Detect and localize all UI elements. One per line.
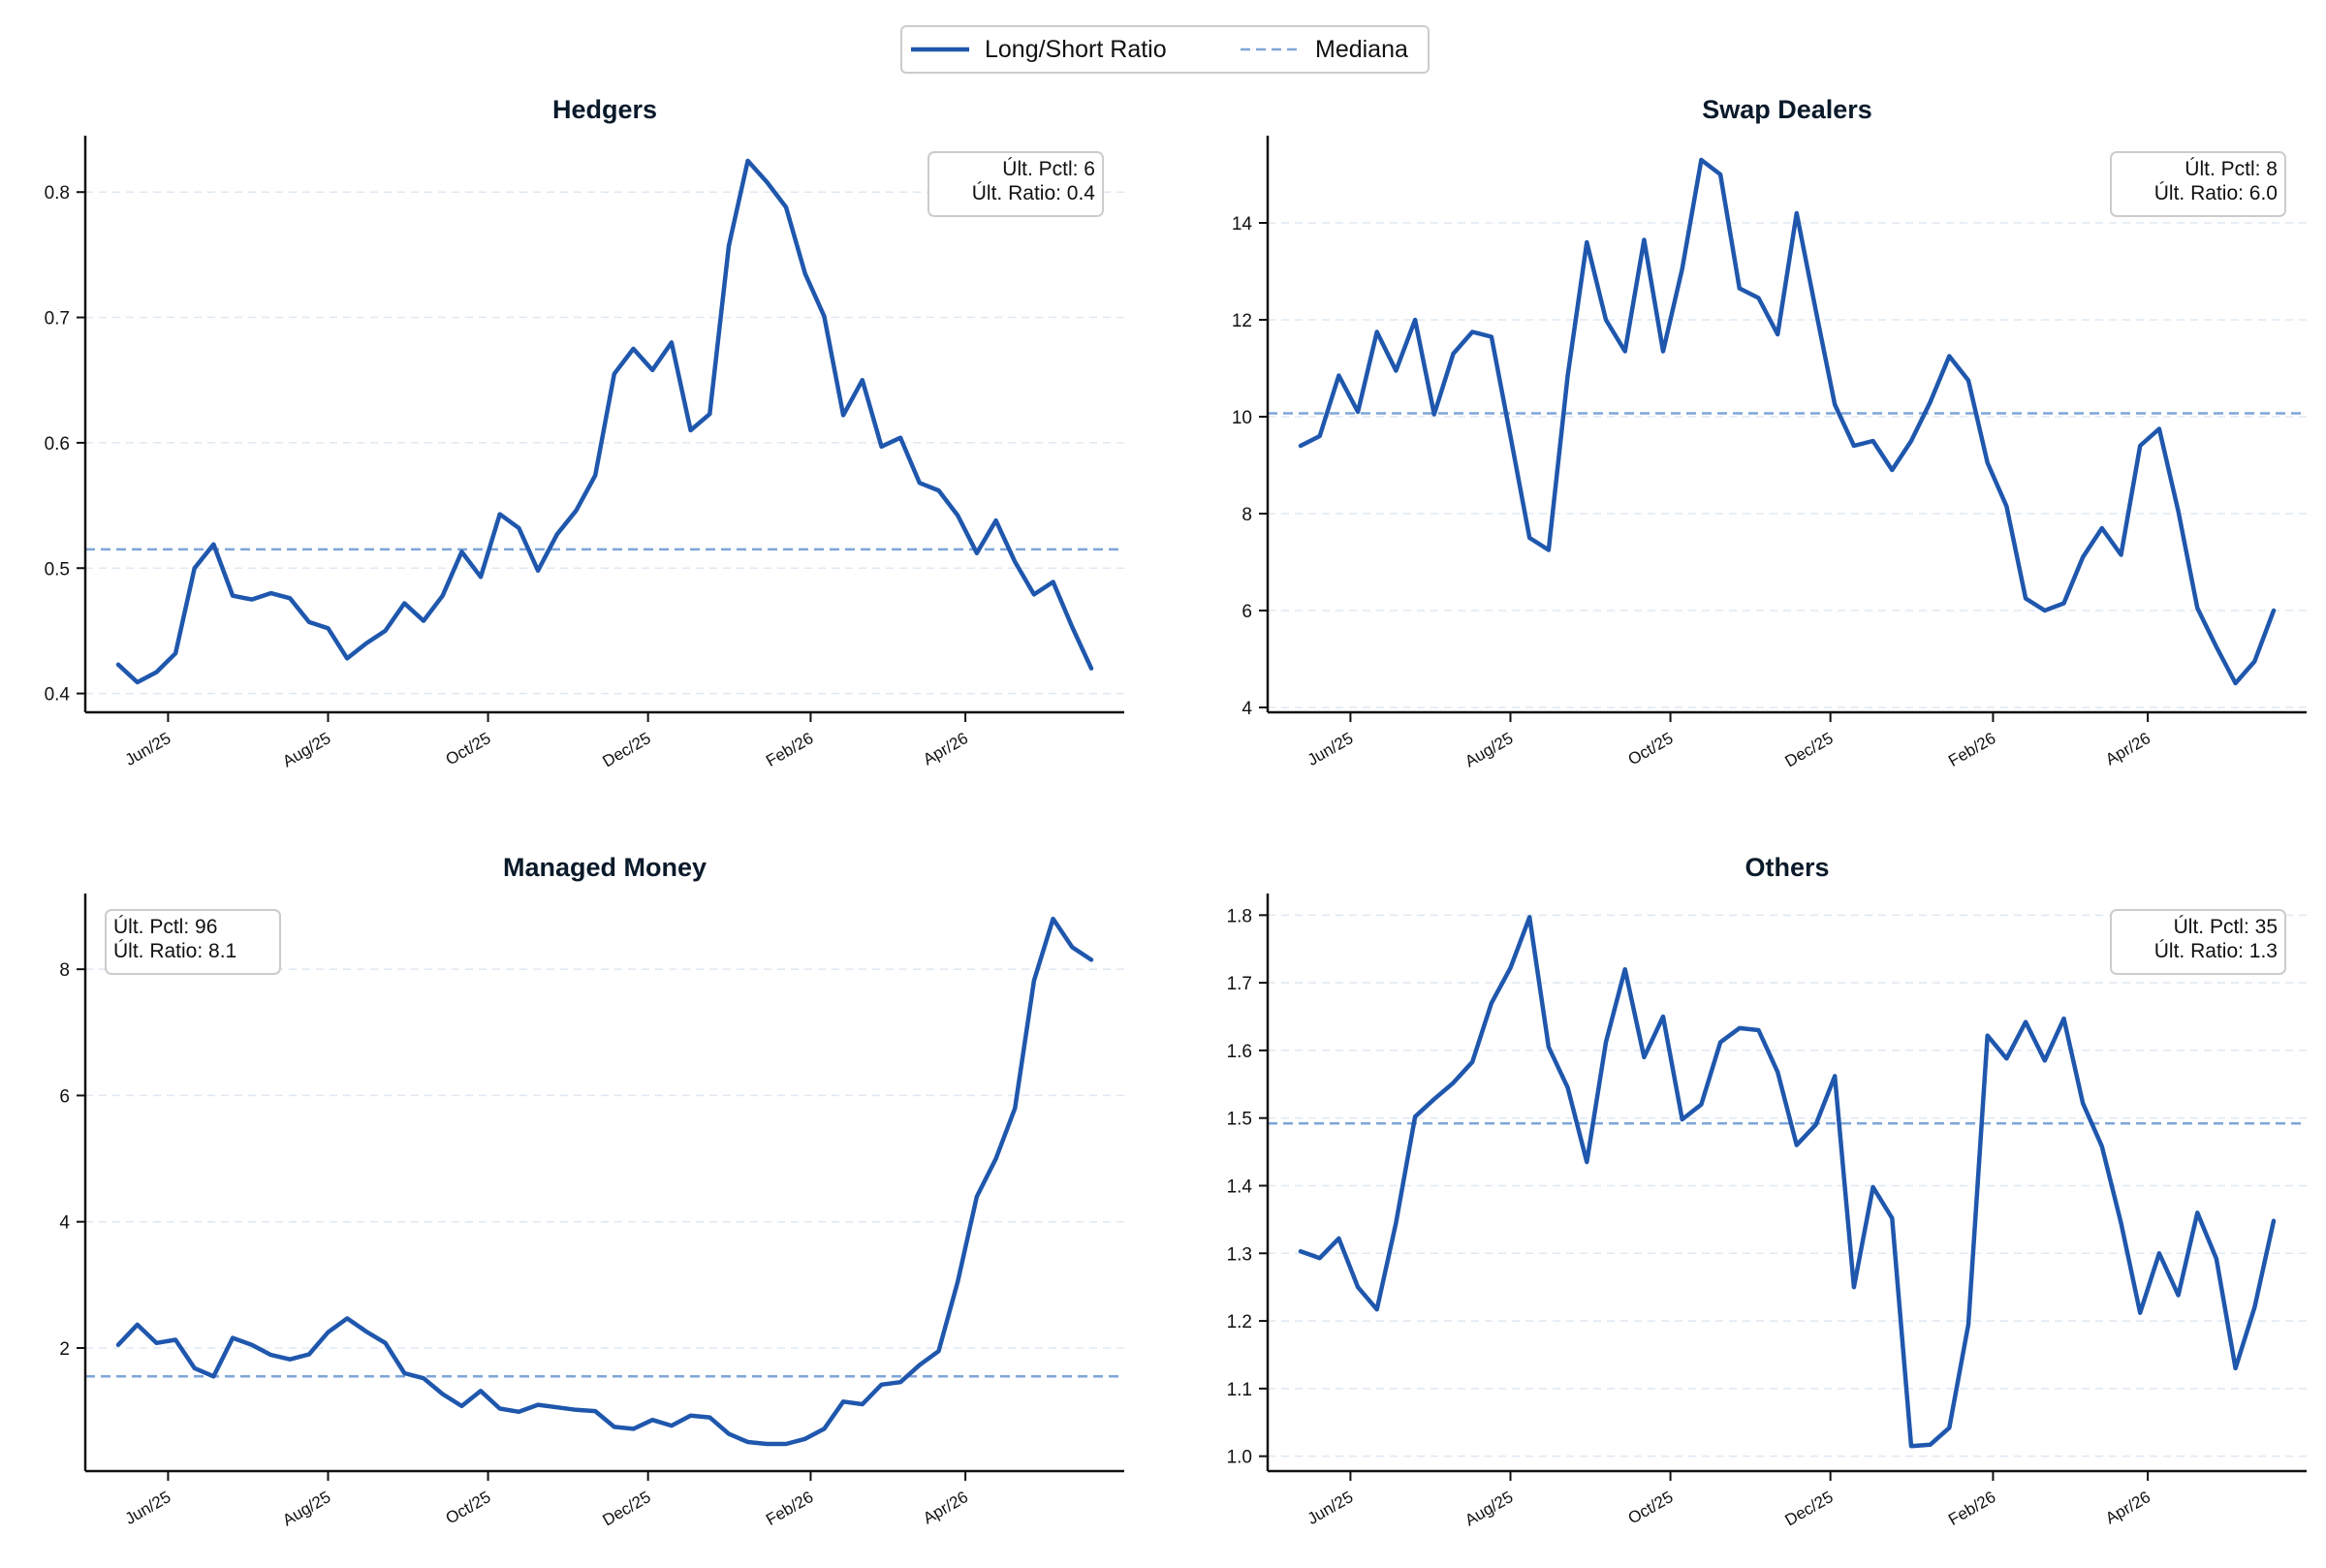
ratio-line [1298,915,2277,1449]
y-tick-label: 1.5 [1227,1110,1252,1130]
y-tick-label: 4 [59,1213,70,1234]
annotation-pctl: Últ. Pctl: 6 [1002,158,1095,180]
annotation-box: Últ. Pctl: 8 Últ. Ratio: 6.0 [2110,151,2286,217]
y-tick-label: 0.6 [45,434,70,455]
ratio-line [115,916,1094,1447]
y-tick-label: 1.7 [1227,974,1252,994]
ratio-line [115,158,1094,685]
y-tick-label: 0.7 [45,309,70,329]
panel-title: Swap Dealers [1702,95,1872,124]
y-tick-label: 6 [59,1086,70,1107]
annotation-frame [2110,151,2286,217]
x-tick-label: Feb/26 [1945,1488,1998,1529]
annotation-ratio: Últ. Ratio: 6.0 [2154,182,2278,204]
annotation-frame [927,151,1104,217]
x-tick-label: Aug/25 [1462,729,1516,770]
y-tick-label: 2 [59,1339,70,1360]
panel-others: Others 1.0 1.1 1.2 1.3 1.4 1.5 1.6 1.7 1.8 Jun/2… [1227,853,2307,1529]
x-ticks: Jun/25 Aug/25 Oct/25 Dec/25 Feb/26 Apr/26 [1304,712,2153,770]
annotation-box: Últ. Pctl: 35 Últ. Ratio: 1.3 [2110,909,2286,975]
y-tick-label: 0.5 [45,559,70,580]
grid [1268,222,2307,708]
ratio-line [1298,157,2277,686]
annotation-box: Últ. Pctl: 96 Últ. Ratio: 8.1 [105,909,281,975]
annotation-box: Últ. Pctl: 6 Últ. Ratio: 0.4 [927,151,1104,217]
x-ticks: Jun/25 Aug/25 Oct/25 Dec/25 Feb/26 Apr/26 [122,1471,971,1529]
x-tick-label: Aug/25 [1462,1488,1516,1529]
annotation-ratio: Últ. Ratio: 0.4 [972,182,1096,204]
x-tick-label: Jun/25 [122,1488,174,1528]
y-tick-label: 1.4 [1227,1176,1253,1197]
annotation-frame [105,909,281,975]
legend-label-median: Mediana [1315,36,1408,63]
x-ticks: Jun/25 Aug/25 Oct/25 Dec/25 Feb/26 Apr/26 [122,712,971,770]
x-tick-label: Apr/26 [2102,1488,2153,1528]
annotation-pctl: Últ. Pctl: 8 [2185,158,2278,180]
y-tick-label: 0.4 [45,685,71,706]
legend: Long/Short Ratio Mediana [900,25,1430,74]
x-tick-label: Feb/26 [763,729,816,770]
grid [1268,914,2307,1458]
x-tick-label: Oct/25 [443,729,494,769]
panel-hedgers: Hedgers 0.4 0.5 0.6 0.7 0.8 Jun/25 Aug/25 Oct/… [45,95,1124,770]
annotation-frame [2110,909,2286,975]
x-tick-label: Oct/25 [443,1488,494,1528]
y-tick-label: 1.6 [1227,1042,1252,1062]
annotation-pctl: Últ. Pctl: 35 [2174,916,2278,938]
y-tick-label: 8 [1242,505,1252,525]
y-tick-label: 1.3 [1227,1244,1252,1265]
panel-swap-dealers: Swap Dealers 4 6 8 10 12 14 Jun/25 Aug/25 Oct/2… [1232,95,2307,770]
annotation-pctl: Últ. Pctl: 96 [113,916,217,938]
y-ticks: 1.0 1.1 1.2 1.3 1.4 1.5 1.6 1.7 1.8 [1227,906,1268,1468]
x-tick-label: Dec/25 [599,1488,653,1529]
x-tick-label: Jun/25 [1304,729,1357,769]
y-tick-label: 0.8 [45,183,70,204]
y-tick-label: 8 [59,960,70,981]
panel-title: Hedgers [552,95,657,124]
x-tick-label: Dec/25 [1781,1488,1836,1529]
panel-title: Others [1744,853,1829,882]
annotation-ratio: Últ. Ratio: 8.1 [113,940,236,962]
legend-frame [900,25,1430,74]
x-tick-label: Feb/26 [1945,729,1998,770]
y-tick-label: 14 [1232,214,1253,235]
x-tick-label: Apr/26 [2102,729,2153,769]
y-tick-label: 12 [1232,311,1252,331]
x-ticks: Jun/25 Aug/25 Oct/25 Dec/25 Feb/26 Apr/26 [1304,1471,2153,1529]
y-tick-label: 1.2 [1227,1312,1252,1333]
y-ticks: 4 6 8 10 12 14 [1232,214,1268,719]
x-tick-label: Aug/25 [279,729,333,770]
y-tick-label: 1.1 [1227,1380,1252,1400]
x-tick-label: Feb/26 [763,1488,816,1529]
y-ticks: 0.4 0.5 0.6 0.7 0.8 [45,183,85,706]
x-tick-label: Dec/25 [1781,729,1836,770]
x-tick-label: Oct/25 [1625,1488,1677,1528]
panel-managed-money: Managed Money 2 4 6 8 Jun/25 Aug/25 Oct/25 Dec… [59,853,1124,1529]
y-tick-label: 1.8 [1227,906,1252,926]
x-tick-label: Apr/26 [920,729,971,769]
x-tick-label: Aug/25 [279,1488,333,1529]
x-tick-label: Jun/25 [122,729,174,769]
x-tick-label: Dec/25 [599,729,653,770]
grid [85,191,1124,695]
y-tick-label: 1.0 [1227,1448,1252,1468]
x-tick-label: Oct/25 [1625,729,1677,769]
y-tick-label: 10 [1232,408,1252,428]
annotation-ratio: Últ. Ratio: 1.3 [2154,940,2278,962]
y-tick-label: 6 [1242,602,1252,622]
grid [85,968,1124,1349]
y-tick-label: 4 [1242,699,1252,719]
x-tick-label: Apr/26 [920,1488,971,1528]
panel-title: Managed Money [503,853,707,882]
legend-label-ratio: Long/Short Ratio [985,36,1167,63]
x-tick-label: Jun/25 [1304,1488,1357,1528]
y-ticks: 2 4 6 8 [59,960,85,1360]
